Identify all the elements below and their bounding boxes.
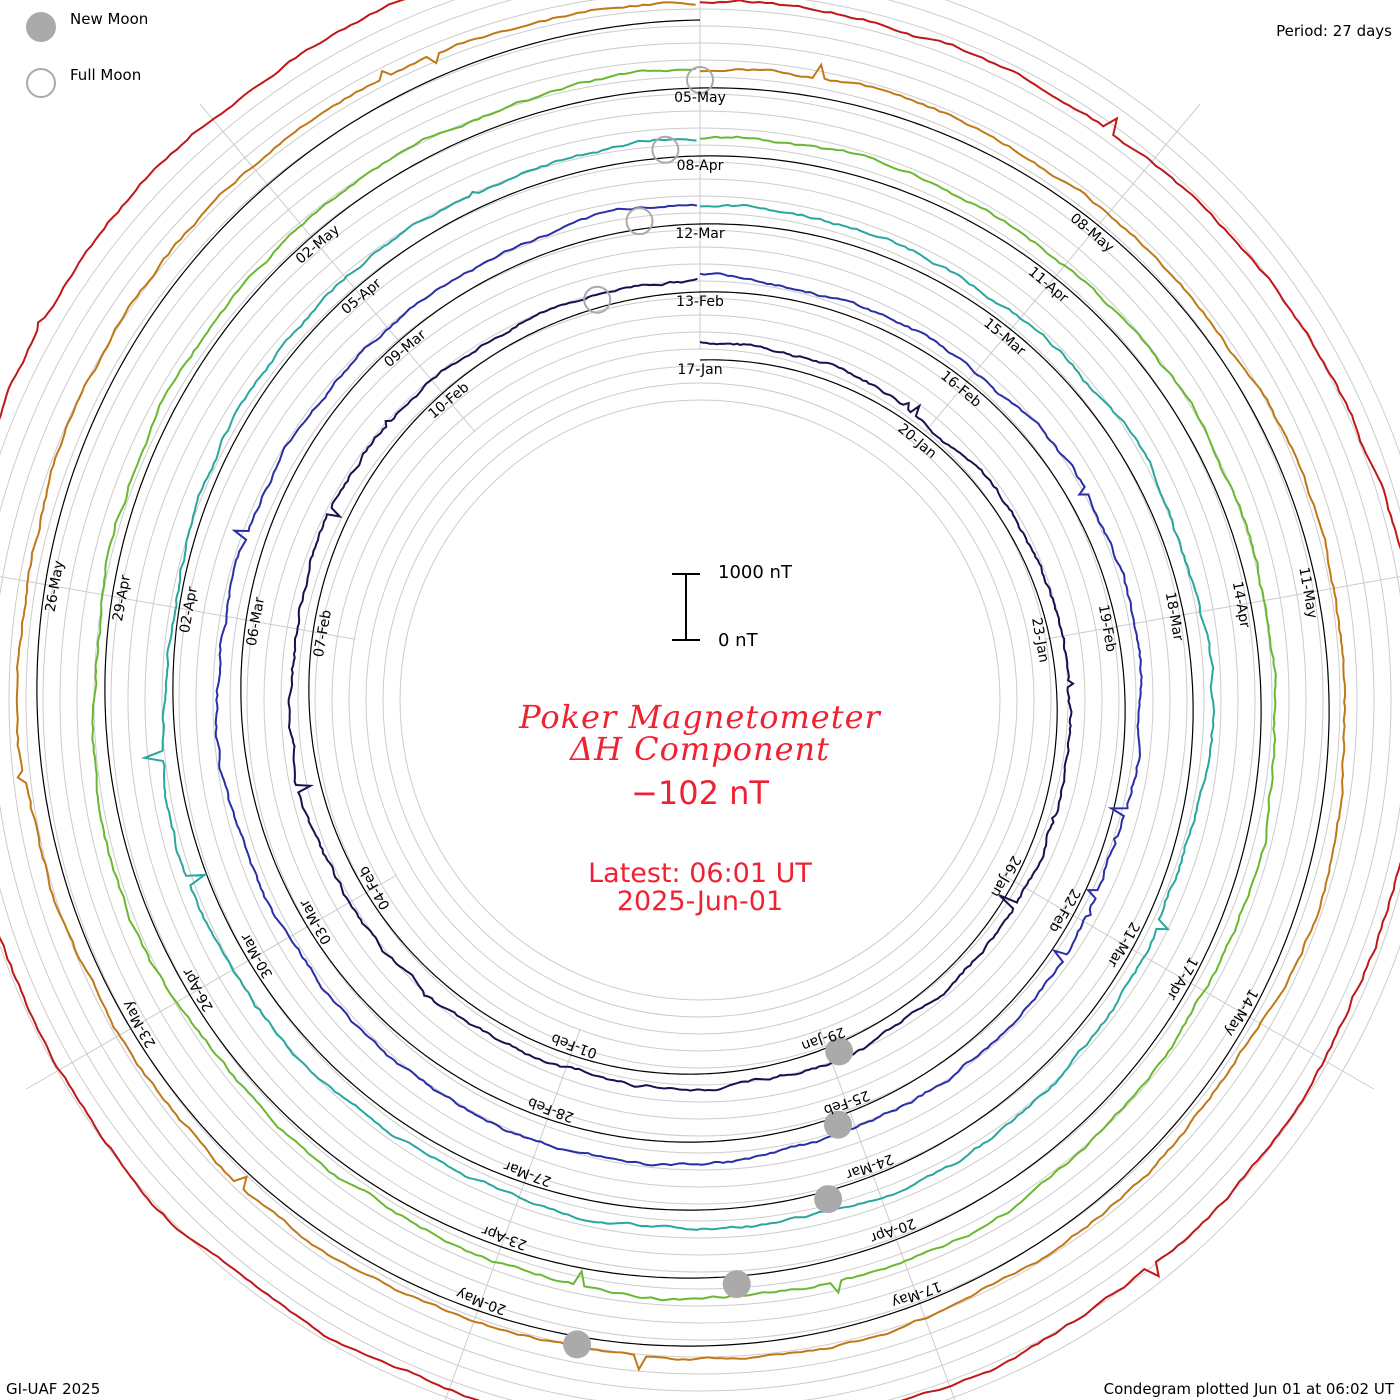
date-label: 08-May	[1067, 210, 1117, 256]
moon-markers	[563, 66, 854, 1359]
date-label: 08-Apr	[677, 158, 724, 174]
date-label: 12-Mar	[675, 226, 725, 242]
latest-date: 2025-Jun-01	[616, 886, 784, 917]
new-moon-marker	[722, 1270, 751, 1299]
date-label: 02-Apr	[177, 585, 201, 634]
chart-title-line2: ΔH Component	[569, 730, 831, 768]
full-moon-marker	[583, 285, 612, 314]
scale-top-label: 1000 nT	[718, 562, 792, 583]
trace-cycle-5	[15, 1, 1347, 1372]
date-label: 21-Mar	[1104, 919, 1143, 970]
new-moon-marker	[824, 1110, 853, 1139]
date-label: 29-Apr	[110, 573, 134, 622]
current-value: −102 nT	[631, 774, 769, 812]
scale-bar	[672, 573, 700, 641]
date-label: 30-Mar	[238, 930, 277, 981]
plotted-timestamp: Condegram plotted Jun 01 at 06:02 UT	[1103, 1380, 1394, 1398]
date-label: 15-Mar	[980, 315, 1028, 359]
date-label: 05-May	[674, 90, 726, 106]
full-moon-label: Full Moon	[70, 66, 142, 84]
trace-cycle-1	[287, 277, 1075, 1092]
new-moon-icon	[26, 12, 56, 42]
cycle-baselines	[36, 19, 1330, 1347]
full-moon-marker	[651, 135, 680, 164]
new-moon-marker	[563, 1330, 592, 1359]
date-label: 06-Mar	[244, 596, 268, 648]
new-moon-marker	[825, 1037, 854, 1066]
date-label: 23-Jan	[1028, 616, 1052, 663]
legend-full-moon: Full Moon	[26, 66, 142, 98]
date-label: 17-Jan	[677, 362, 722, 378]
new-moon-label: New Moon	[70, 10, 149, 28]
credit-label: GI-UAF 2025	[6, 1380, 101, 1398]
new-moon-marker	[814, 1185, 843, 1214]
scale-bottom-label: 0 nT	[718, 630, 758, 651]
date-label: 26-May	[43, 559, 68, 613]
date-label: 17-Apr	[1163, 954, 1200, 1003]
trace-cycle-2	[214, 203, 1143, 1167]
trace-cycle-3	[140, 138, 1216, 1231]
latest-time: Latest: 06:01 UT	[588, 858, 812, 889]
date-label: 07-Feb	[311, 609, 335, 659]
full-moon-icon	[26, 68, 56, 98]
date-label: 26-Apr	[179, 965, 216, 1014]
period-label: Period: 27 days	[1276, 22, 1392, 40]
date-label: 17-May	[889, 1278, 943, 1311]
trace-cycle-4	[91, 67, 1277, 1302]
full-moon-marker	[625, 207, 654, 236]
full-moon-marker	[686, 66, 714, 94]
legend-new-moon: New Moon	[26, 10, 149, 42]
date-label: 13-Feb	[676, 294, 724, 310]
chart-title-line1: Poker Magnetometer	[519, 698, 881, 736]
